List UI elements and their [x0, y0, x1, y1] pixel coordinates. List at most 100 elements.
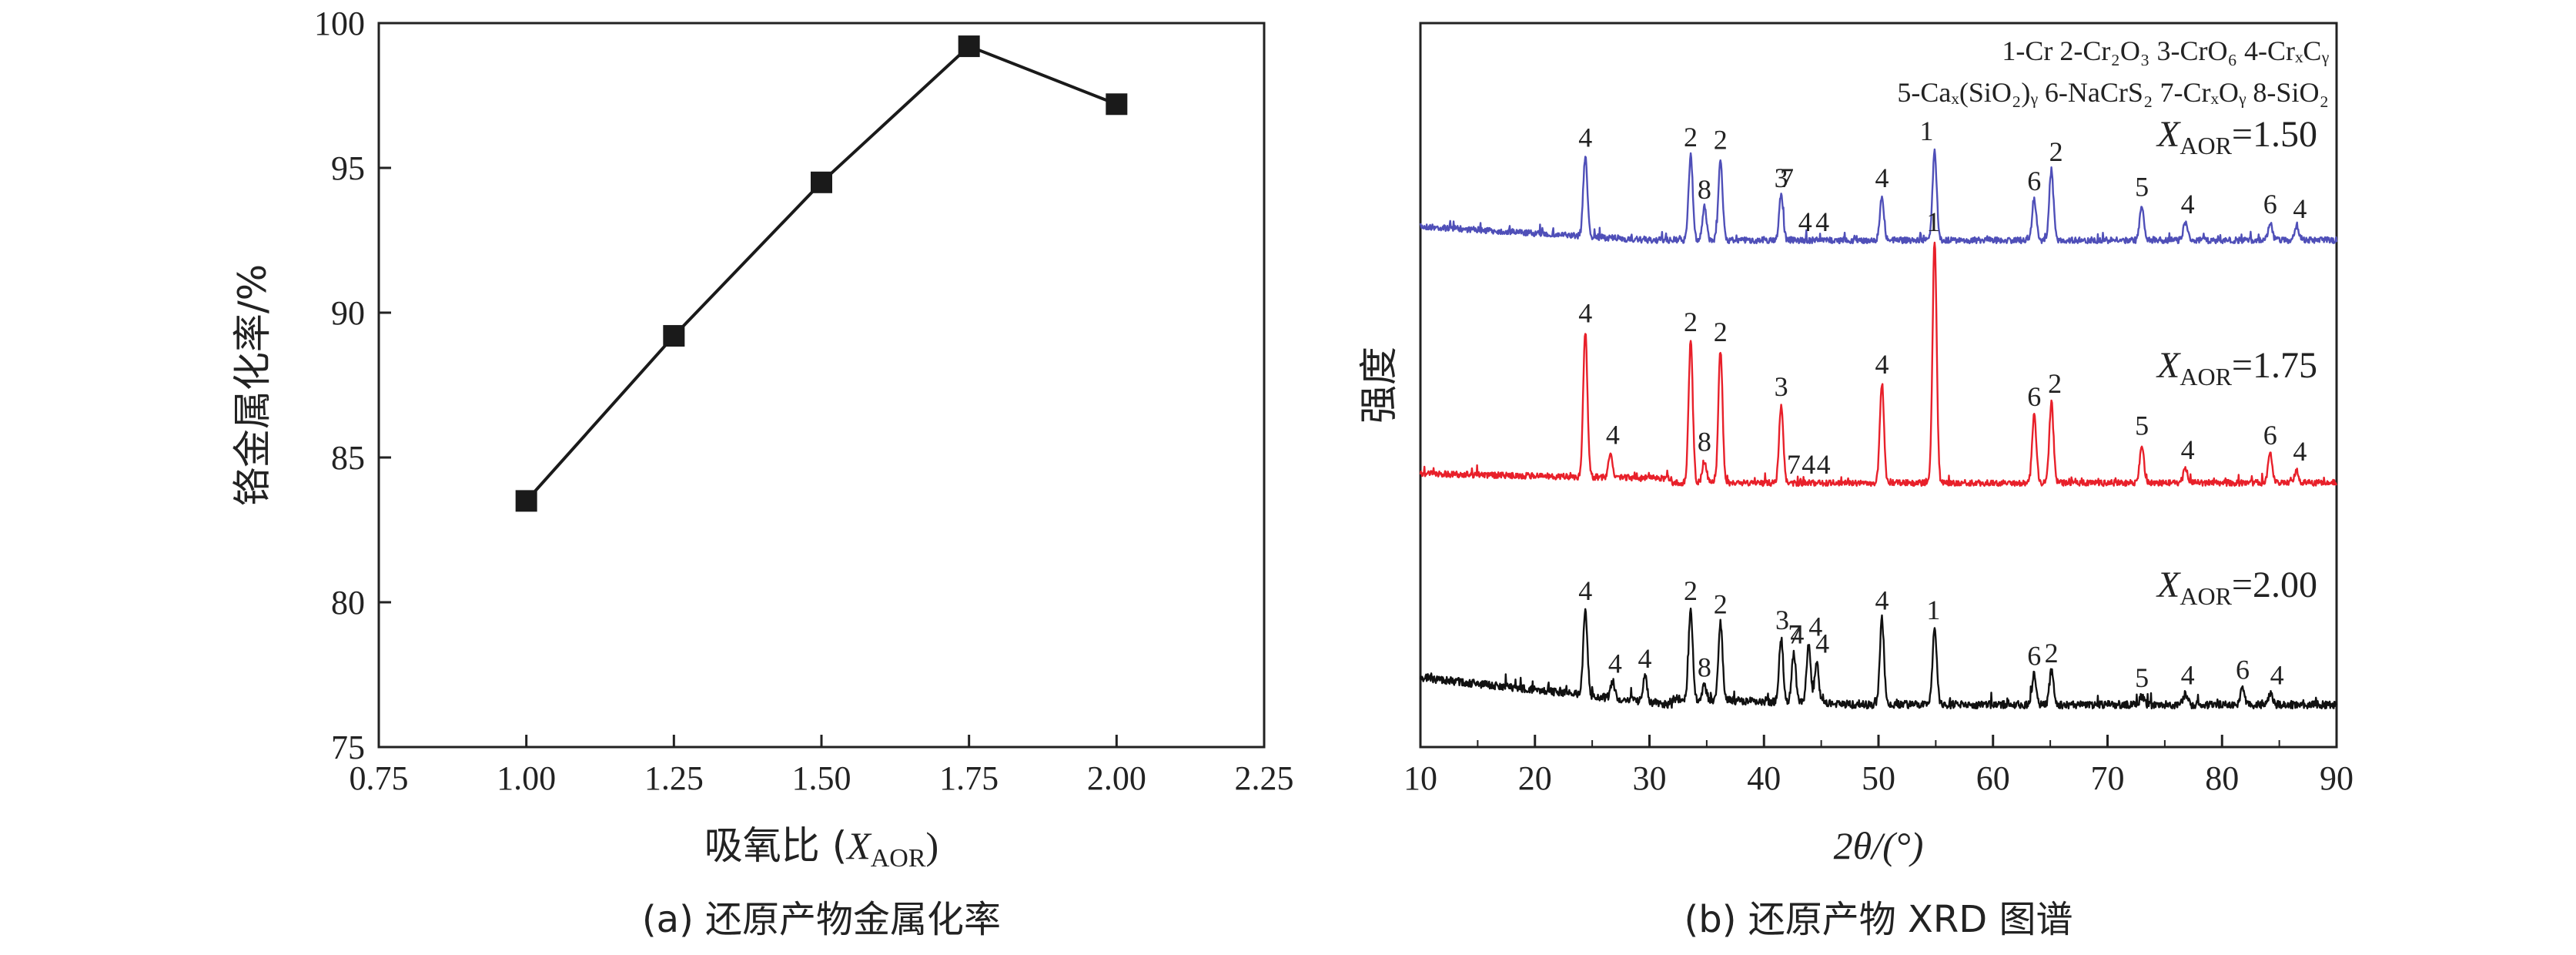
peak-label: 2	[2048, 368, 2062, 399]
x-tick-label: 0.75	[350, 759, 409, 797]
series-name-var: X	[2156, 345, 2181, 386]
peak-label: 4	[1815, 206, 1829, 237]
peak-label: 4	[2181, 189, 2195, 219]
panel-a-series	[515, 35, 1128, 512]
data-point	[1106, 93, 1128, 116]
x-tick-label: 50	[1862, 759, 1895, 797]
y-tick-label: 90	[331, 294, 365, 332]
panel-a-x-axis-label-var: X	[845, 824, 872, 867]
peak-label: 3	[1775, 163, 1788, 193]
peak-label: 4	[1817, 449, 1831, 480]
peak-label: 4	[1578, 297, 1592, 328]
peak-label: 8	[1698, 427, 1711, 457]
peak-label: 4	[2181, 660, 2195, 691]
peak-label: 4	[2293, 193, 2307, 224]
peak-label: 2	[2045, 638, 2059, 668]
peak-label: 2	[1714, 588, 1728, 619]
panel-a-x-axis-label-end: )	[926, 824, 939, 867]
panel-a-x-axis-label-main: 吸氧比 (	[704, 823, 847, 868]
peak-label: 4	[2293, 436, 2307, 467]
peak-label: 3	[1775, 605, 1789, 635]
xrd-line	[1419, 148, 2338, 245]
peak-label: 4	[1578, 122, 1592, 152]
legend-line-1: 1-Cr 2-Cr₂O₃ 3-CrO₆ 4-CrₓCᵧ	[2002, 35, 2329, 66]
peak-label: 4	[1606, 420, 1620, 451]
x-tick-label: 20	[1518, 759, 1552, 797]
panel-a: 0.75 1.00 1.25 1.50 1.75 2.00 2.25 75 80 85 90 95 10…	[230, 5, 1294, 941]
peak-label: 8	[1698, 652, 1711, 682]
peak-label: 4	[1608, 648, 1622, 679]
y-tick-label: 95	[331, 149, 365, 187]
x-tick-label: 1.00	[497, 759, 556, 797]
peak-label: 5	[2135, 171, 2149, 202]
peak-label: 4	[1808, 612, 1822, 642]
panel-b-caption: (b) 还原产物 XRD 图谱	[1684, 898, 2073, 941]
panel-b-y-axis-label: 强度	[1357, 347, 1401, 424]
peak-label: 4	[1802, 449, 1815, 480]
panel-b-ticks: 10 20 30 40 50 60 70 80 90	[1403, 735, 2354, 797]
peak-label: 2	[1714, 317, 1728, 347]
peak-label: 4	[1798, 206, 1812, 237]
xrd-line	[1419, 241, 2338, 488]
peak-label: 6	[2263, 420, 2277, 451]
peak-label: 4	[2270, 660, 2284, 691]
y-tick-label: 75	[331, 729, 365, 766]
peak-label: 4	[1875, 585, 1889, 615]
peak-label: 7	[1787, 449, 1801, 480]
series-line	[525, 44, 1118, 502]
peak-label: 6	[2027, 640, 2041, 671]
peak-label: 6	[2027, 166, 2041, 196]
series-name-sub: AOR	[2180, 582, 2232, 610]
panel-a-plot-frame	[377, 22, 1266, 749]
panel-a-ticks: 0.75 1.00 1.25 1.50 1.75 2.00 2.25 75 80 85 90 95 10…	[314, 5, 1294, 797]
peak-label: 6	[2263, 189, 2277, 219]
x-tick-label: 80	[2205, 759, 2239, 797]
series-name-sub: AOR	[2180, 363, 2232, 390]
peak-label: 8	[1698, 174, 1711, 205]
peak-label: 7	[1780, 163, 1794, 193]
y-tick-label: 100	[314, 5, 365, 42]
data-point	[811, 171, 832, 193]
peak-label: 5	[2135, 662, 2149, 693]
x-tick-label: 2.25	[1235, 759, 1294, 797]
peak-label: 3	[1775, 371, 1788, 402]
peak-label: 4	[1790, 619, 1804, 650]
x-tick-label: 1.75	[939, 759, 999, 797]
x-tick-label: 60	[1976, 759, 2010, 797]
peak-label: 7	[1788, 619, 1802, 650]
data-point	[663, 325, 685, 347]
peak-label: 5	[2135, 410, 2149, 441]
x-tick-label: 1.25	[644, 759, 704, 797]
x-tick-label: 30	[1633, 759, 1667, 797]
series-name-val: =1.50	[2232, 114, 2317, 155]
peak-label: 6	[2236, 654, 2250, 685]
xrd-line	[1419, 607, 2338, 710]
peak-label: 2	[1684, 122, 1698, 152]
data-point	[958, 35, 980, 58]
panel-b-legend: 1-Cr 2-Cr₂O₃ 3-CrO₆ 4-CrₓCᵧ 5-Caₓ(SiO₂)ᵧ…	[1897, 35, 2329, 108]
peak-label: 2	[1714, 125, 1728, 156]
x-tick-label: 2.00	[1087, 759, 1146, 797]
panel-b-x-axis-label: 2θ/(°)	[1834, 824, 1924, 867]
x-tick-label: 40	[1747, 759, 1781, 797]
peak-label: 6	[2027, 381, 2041, 412]
x-tick-label: 70	[2091, 759, 2125, 797]
x-tick-label: 1.50	[792, 759, 851, 797]
x-tick-label: 10	[1403, 759, 1437, 797]
panel-a-y-axis-label: 铬金属化率/%	[230, 264, 275, 506]
peak-label: 1	[1926, 206, 1940, 237]
panel-a-x-axis-label: 吸氧比 (XAOR)	[704, 823, 938, 873]
legend-line-2: 5-Caₓ(SiO₂)ᵧ 6-NaCrS₂ 7-CrₓOᵧ 8-SiO₂	[1897, 77, 2329, 108]
series-name: XAOR=2.00	[2156, 565, 2317, 610]
peak-label: 1	[1919, 116, 1933, 146]
peak-label: 2	[2049, 136, 2063, 167]
peak-label: 4	[1815, 628, 1829, 659]
panel-a-x-axis-label-sub: AOR	[871, 844, 926, 873]
series-name-val: =2.00	[2232, 565, 2317, 605]
